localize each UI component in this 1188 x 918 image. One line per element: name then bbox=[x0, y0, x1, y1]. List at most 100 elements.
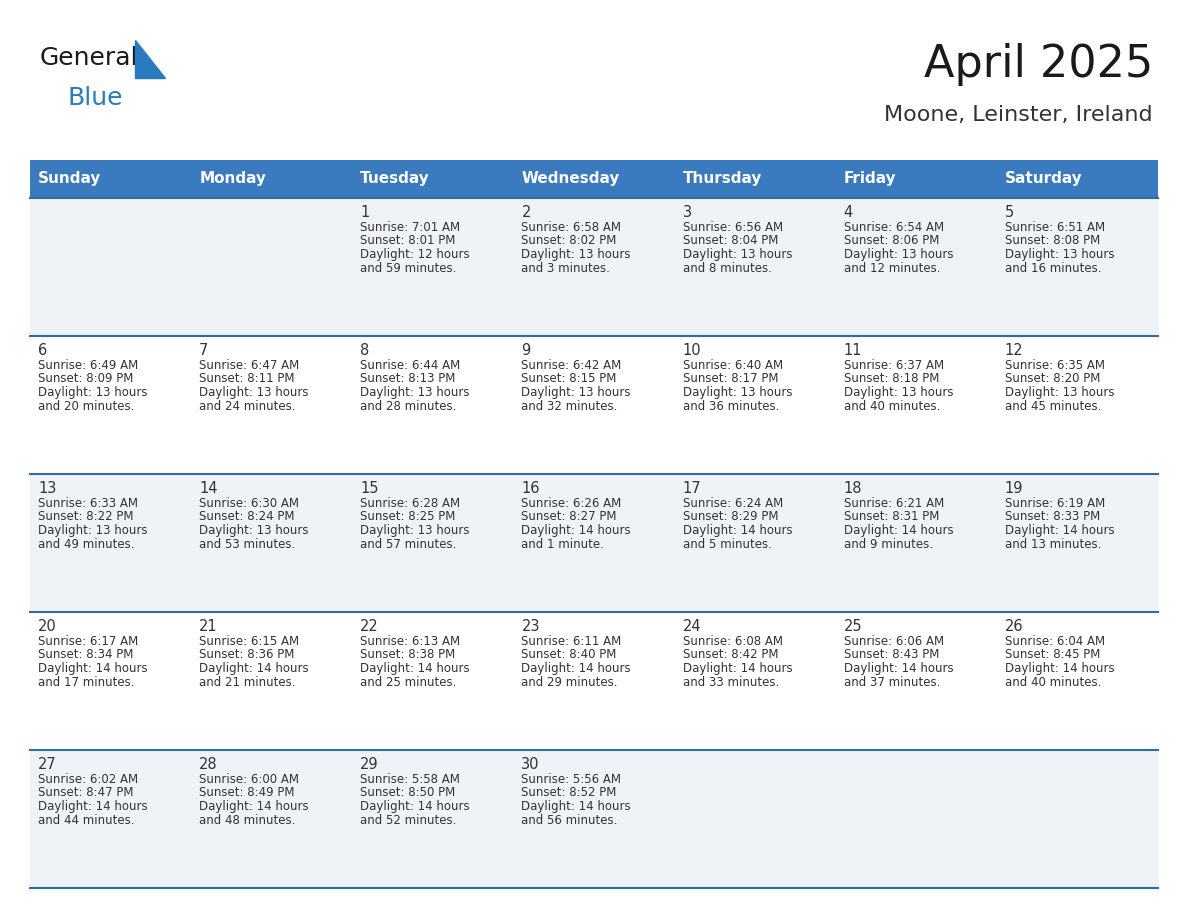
Text: 26: 26 bbox=[1005, 619, 1024, 634]
Text: Sunset: 8:22 PM: Sunset: 8:22 PM bbox=[38, 510, 133, 523]
Text: and 3 minutes.: and 3 minutes. bbox=[522, 262, 611, 274]
Text: and 52 minutes.: and 52 minutes. bbox=[360, 813, 456, 826]
Text: 20: 20 bbox=[38, 619, 57, 634]
Text: Sunrise: 6:58 AM: Sunrise: 6:58 AM bbox=[522, 221, 621, 234]
Text: Sunday: Sunday bbox=[38, 172, 101, 186]
Text: Sunrise: 6:54 AM: Sunrise: 6:54 AM bbox=[843, 221, 943, 234]
Text: 28: 28 bbox=[200, 757, 217, 772]
Text: Sunrise: 6:04 AM: Sunrise: 6:04 AM bbox=[1005, 635, 1105, 648]
Text: 19: 19 bbox=[1005, 481, 1023, 496]
Bar bbox=[353, 612, 513, 750]
Bar bbox=[997, 750, 1158, 888]
Text: Sunrise: 6:19 AM: Sunrise: 6:19 AM bbox=[1005, 497, 1105, 510]
Text: Daylight: 13 hours: Daylight: 13 hours bbox=[200, 386, 309, 399]
Bar bbox=[675, 336, 835, 474]
Text: Daylight: 13 hours: Daylight: 13 hours bbox=[683, 386, 792, 399]
Text: Blue: Blue bbox=[68, 86, 124, 110]
Text: Wednesday: Wednesday bbox=[522, 172, 620, 186]
Text: Sunrise: 6:00 AM: Sunrise: 6:00 AM bbox=[200, 773, 299, 786]
Bar bbox=[835, 750, 997, 888]
Text: and 12 minutes.: and 12 minutes. bbox=[843, 262, 940, 274]
Text: Sunset: 8:13 PM: Sunset: 8:13 PM bbox=[360, 373, 456, 386]
Text: Daylight: 14 hours: Daylight: 14 hours bbox=[522, 524, 631, 537]
Text: Sunrise: 6:11 AM: Sunrise: 6:11 AM bbox=[522, 635, 621, 648]
Text: 22: 22 bbox=[360, 619, 379, 634]
Bar bbox=[191, 612, 353, 750]
Text: and 49 minutes.: and 49 minutes. bbox=[38, 538, 134, 551]
Text: and 21 minutes.: and 21 minutes. bbox=[200, 676, 296, 688]
Text: 23: 23 bbox=[522, 619, 539, 634]
Bar bbox=[675, 198, 835, 336]
Text: Sunset: 8:43 PM: Sunset: 8:43 PM bbox=[843, 648, 939, 662]
Text: Daylight: 13 hours: Daylight: 13 hours bbox=[360, 524, 469, 537]
Text: and 57 minutes.: and 57 minutes. bbox=[360, 538, 456, 551]
Text: Daylight: 13 hours: Daylight: 13 hours bbox=[683, 248, 792, 261]
Text: Daylight: 13 hours: Daylight: 13 hours bbox=[1005, 386, 1114, 399]
Text: 27: 27 bbox=[38, 757, 57, 772]
Text: 25: 25 bbox=[843, 619, 862, 634]
Bar bbox=[30, 474, 191, 612]
Text: 15: 15 bbox=[360, 481, 379, 496]
Text: 17: 17 bbox=[683, 481, 701, 496]
Bar bbox=[513, 336, 675, 474]
Text: Daylight: 14 hours: Daylight: 14 hours bbox=[200, 800, 309, 813]
Text: Sunrise: 6:42 AM: Sunrise: 6:42 AM bbox=[522, 359, 621, 372]
Text: 16: 16 bbox=[522, 481, 539, 496]
Text: Thursday: Thursday bbox=[683, 172, 762, 186]
Text: Sunset: 8:38 PM: Sunset: 8:38 PM bbox=[360, 648, 455, 662]
Bar bbox=[997, 474, 1158, 612]
Text: 21: 21 bbox=[200, 619, 217, 634]
Bar bbox=[675, 474, 835, 612]
Text: and 24 minutes.: and 24 minutes. bbox=[200, 399, 296, 412]
Text: and 9 minutes.: and 9 minutes. bbox=[843, 538, 933, 551]
Bar bbox=[513, 750, 675, 888]
Text: Sunset: 8:29 PM: Sunset: 8:29 PM bbox=[683, 510, 778, 523]
Text: Sunrise: 5:58 AM: Sunrise: 5:58 AM bbox=[360, 773, 460, 786]
Bar bbox=[191, 336, 353, 474]
Text: and 33 minutes.: and 33 minutes. bbox=[683, 676, 779, 688]
Bar bbox=[997, 612, 1158, 750]
Text: and 44 minutes.: and 44 minutes. bbox=[38, 813, 134, 826]
Text: and 48 minutes.: and 48 minutes. bbox=[200, 813, 296, 826]
Text: 18: 18 bbox=[843, 481, 862, 496]
Text: 3: 3 bbox=[683, 205, 691, 220]
Text: and 37 minutes.: and 37 minutes. bbox=[843, 676, 940, 688]
Text: Daylight: 14 hours: Daylight: 14 hours bbox=[843, 524, 953, 537]
Text: Tuesday: Tuesday bbox=[360, 172, 430, 186]
Text: Daylight: 14 hours: Daylight: 14 hours bbox=[200, 662, 309, 675]
Text: Daylight: 12 hours: Daylight: 12 hours bbox=[360, 248, 470, 261]
Text: 1: 1 bbox=[360, 205, 369, 220]
Text: Sunrise: 6:44 AM: Sunrise: 6:44 AM bbox=[360, 359, 461, 372]
Text: Sunset: 8:42 PM: Sunset: 8:42 PM bbox=[683, 648, 778, 662]
Bar bbox=[30, 160, 191, 198]
Text: Sunrise: 6:30 AM: Sunrise: 6:30 AM bbox=[200, 497, 299, 510]
Bar bbox=[835, 474, 997, 612]
Text: 14: 14 bbox=[200, 481, 217, 496]
Text: Sunset: 8:27 PM: Sunset: 8:27 PM bbox=[522, 510, 617, 523]
Text: Sunset: 8:31 PM: Sunset: 8:31 PM bbox=[843, 510, 939, 523]
Text: and 16 minutes.: and 16 minutes. bbox=[1005, 262, 1101, 274]
Text: Sunrise: 6:24 AM: Sunrise: 6:24 AM bbox=[683, 497, 783, 510]
Text: Saturday: Saturday bbox=[1005, 172, 1082, 186]
Bar bbox=[513, 160, 675, 198]
Bar bbox=[513, 474, 675, 612]
Text: Sunrise: 6:26 AM: Sunrise: 6:26 AM bbox=[522, 497, 621, 510]
Text: and 8 minutes.: and 8 minutes. bbox=[683, 262, 771, 274]
Text: Sunset: 8:34 PM: Sunset: 8:34 PM bbox=[38, 648, 133, 662]
Polygon shape bbox=[135, 40, 165, 78]
Bar bbox=[30, 612, 191, 750]
Text: Sunset: 8:06 PM: Sunset: 8:06 PM bbox=[843, 234, 939, 248]
Bar bbox=[191, 474, 353, 612]
Text: Sunrise: 6:21 AM: Sunrise: 6:21 AM bbox=[843, 497, 944, 510]
Text: 30: 30 bbox=[522, 757, 539, 772]
Bar bbox=[835, 198, 997, 336]
Text: Sunrise: 6:51 AM: Sunrise: 6:51 AM bbox=[1005, 221, 1105, 234]
Text: 29: 29 bbox=[360, 757, 379, 772]
Text: Daylight: 14 hours: Daylight: 14 hours bbox=[360, 800, 470, 813]
Text: Friday: Friday bbox=[843, 172, 896, 186]
Bar bbox=[675, 612, 835, 750]
Bar bbox=[30, 750, 191, 888]
Text: 24: 24 bbox=[683, 619, 701, 634]
Text: Daylight: 13 hours: Daylight: 13 hours bbox=[1005, 248, 1114, 261]
Text: and 56 minutes.: and 56 minutes. bbox=[522, 813, 618, 826]
